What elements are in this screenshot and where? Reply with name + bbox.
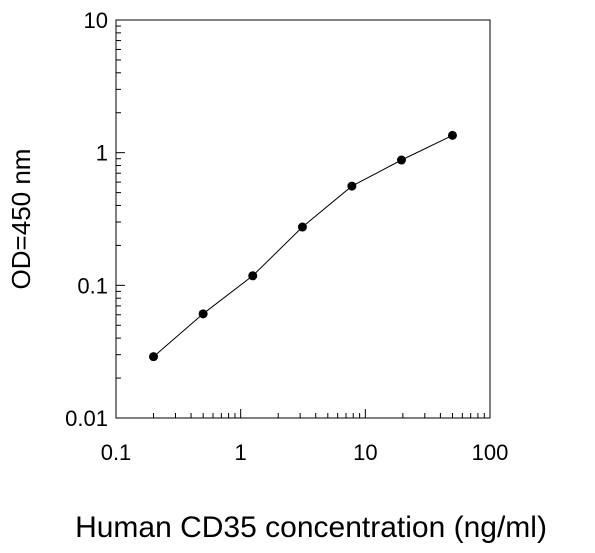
y-tick-label: 10 <box>84 8 108 33</box>
y-axis-title: OD=450 nm <box>6 149 36 290</box>
data-point <box>149 352 159 362</box>
data-point <box>447 130 457 140</box>
x-tick-label: 1 <box>235 440 247 465</box>
data-point <box>297 222 307 232</box>
y-tick-label: 0.01 <box>65 406 108 431</box>
x-tick-label: 10 <box>353 440 377 465</box>
x-tick-label: 0.1 <box>101 440 132 465</box>
series-line <box>153 134 453 358</box>
x-tick-label: 100 <box>472 440 509 465</box>
x-axis-title: Human CD35 concentration (ng/ml) <box>75 511 547 544</box>
data-point <box>198 309 208 319</box>
y-tick-label: 1 <box>96 141 108 166</box>
data-point <box>347 181 357 191</box>
y-axis-ticks: 0.01 0.1 1 10 <box>65 8 125 431</box>
x-axis-ticks: 0.1 1 10 100 <box>101 409 509 465</box>
y-tick-label: 0.1 <box>77 273 108 298</box>
data-point <box>248 271 258 281</box>
plot-frame <box>115 19 491 419</box>
data-points <box>149 130 457 362</box>
data-point <box>396 155 406 165</box>
